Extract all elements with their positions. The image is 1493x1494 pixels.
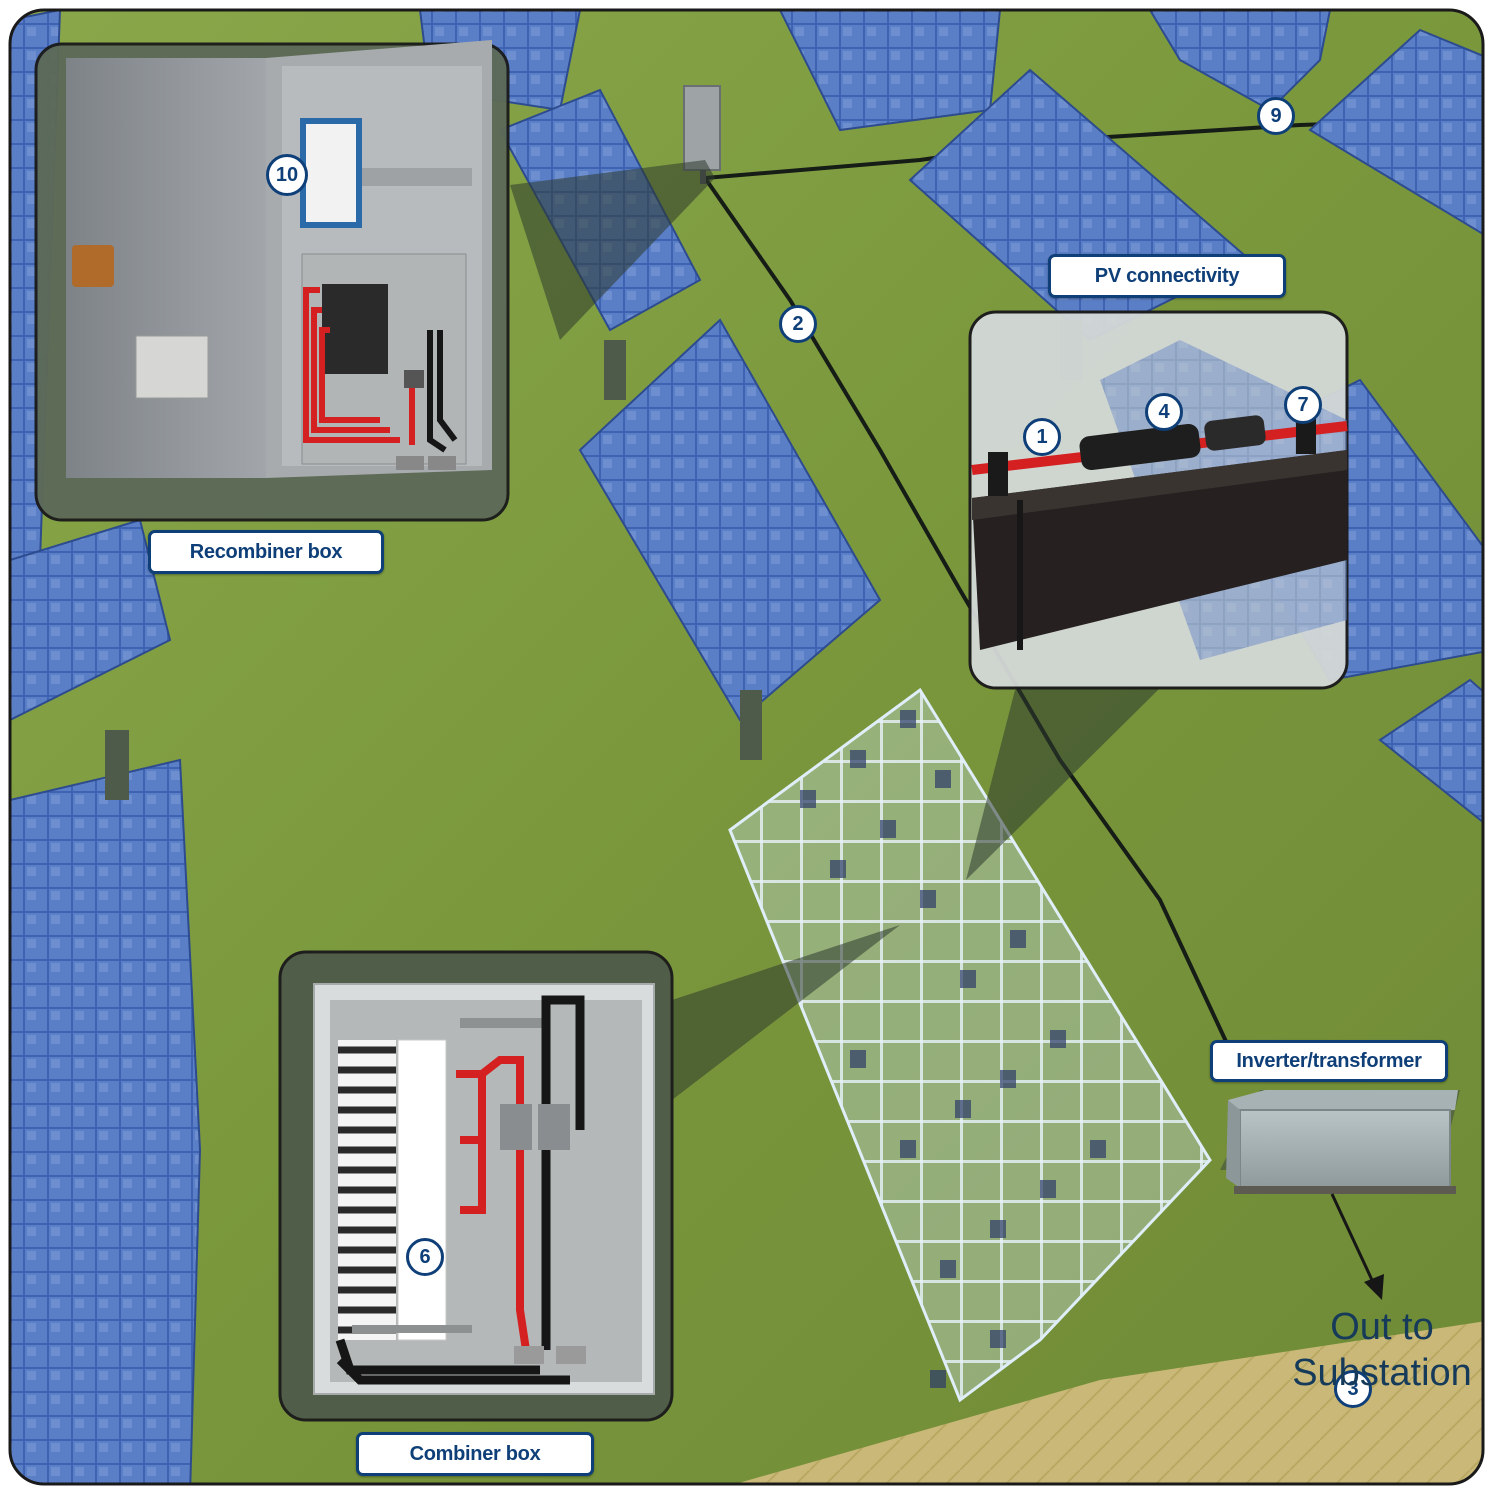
pv-connectivity-label: PV connectivity (1048, 254, 1286, 298)
badge-3: 3 (1334, 1370, 1372, 1408)
recombiner-enclosure-field (683, 85, 721, 184)
fuse-holders (338, 1039, 447, 1341)
badge-2: 2 (779, 305, 817, 343)
combiner-callout-pointer (672, 925, 900, 1100)
out-line-2: Substation (1292, 1352, 1472, 1394)
frame-border (8, 8, 1485, 1486)
badge-7: 7 (1284, 386, 1322, 424)
combiner-box-inset (278, 950, 674, 1422)
badge-4: 4 (1145, 393, 1183, 431)
pv-callout-pointer (966, 688, 1160, 880)
sand-area (700, 1320, 1483, 1484)
badge-6: 6 (406, 1238, 444, 1276)
badge-9: 9 (1257, 97, 1295, 135)
inverter-transformer-label: Inverter/transformer (1210, 1040, 1448, 1082)
out-line-1: Out to (1330, 1306, 1434, 1348)
substation-arrowhead (1364, 1274, 1384, 1300)
inverter-transformer (1220, 1090, 1460, 1194)
recombiner-box-label: Recombiner box (148, 530, 384, 574)
substation-arrow (1330, 1193, 1374, 1281)
recombiner-box-inset (34, 40, 510, 522)
badge-1: 1 (1023, 418, 1061, 456)
combiner-box-label: Combiner box (356, 1432, 594, 1476)
pv-connectivity-inset (968, 310, 1349, 690)
ghost-panel-array (728, 687, 1212, 1403)
badge-10: 10 (266, 154, 308, 196)
out-to-substation-text: Out to Substation (1282, 1304, 1482, 1396)
recombiner-callout-pointer (510, 160, 715, 340)
